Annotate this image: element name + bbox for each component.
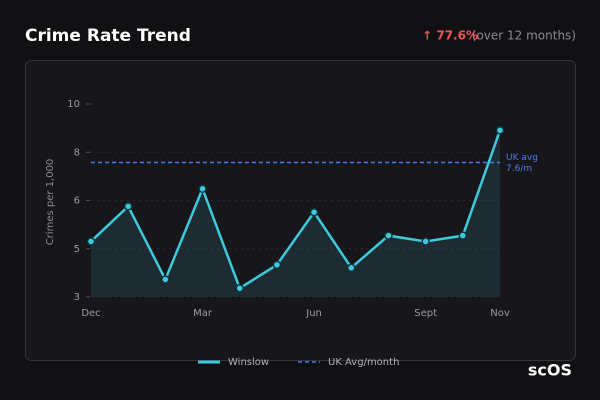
point bbox=[123, 202, 133, 211]
x-tick-label: Sept bbox=[414, 308, 437, 319]
point bbox=[458, 231, 468, 240]
chart-panel bbox=[25, 60, 576, 361]
change-note: (over 12 months) bbox=[472, 29, 576, 43]
point bbox=[347, 263, 356, 273]
x-tick-label: Jun bbox=[305, 308, 322, 319]
y-tick-label: 6 bbox=[74, 196, 80, 207]
y-axis-label: Crimes per 1,000 bbox=[45, 159, 56, 246]
x-tick-label: Nov bbox=[490, 308, 510, 319]
y-tick-label: 10 bbox=[67, 99, 80, 110]
title: Crime Rate Trend bbox=[25, 26, 191, 46]
point bbox=[495, 126, 505, 135]
legend-label: UK Avg/month bbox=[328, 357, 399, 368]
x-tick-label: Dec bbox=[81, 308, 100, 319]
point bbox=[161, 275, 170, 284]
reference-label: UK avg bbox=[506, 153, 538, 163]
point bbox=[384, 231, 393, 240]
point bbox=[235, 283, 244, 293]
legend-label: Winslow bbox=[228, 357, 269, 368]
point bbox=[421, 237, 430, 246]
reference-label: 7.6/m bbox=[506, 164, 532, 174]
point bbox=[86, 237, 96, 246]
area bbox=[91, 130, 500, 297]
y-tick-label: 3 bbox=[74, 292, 80, 303]
point bbox=[198, 184, 207, 194]
change: ↑ 77.6% bbox=[422, 29, 478, 43]
point bbox=[309, 207, 319, 217]
watermark: scOS bbox=[528, 361, 572, 380]
y-tick-label: 8 bbox=[74, 147, 80, 158]
x-tick-label: Mar bbox=[193, 308, 213, 319]
line bbox=[90, 129, 502, 291]
y-tick-label: 5 bbox=[74, 244, 80, 255]
point bbox=[272, 260, 282, 270]
